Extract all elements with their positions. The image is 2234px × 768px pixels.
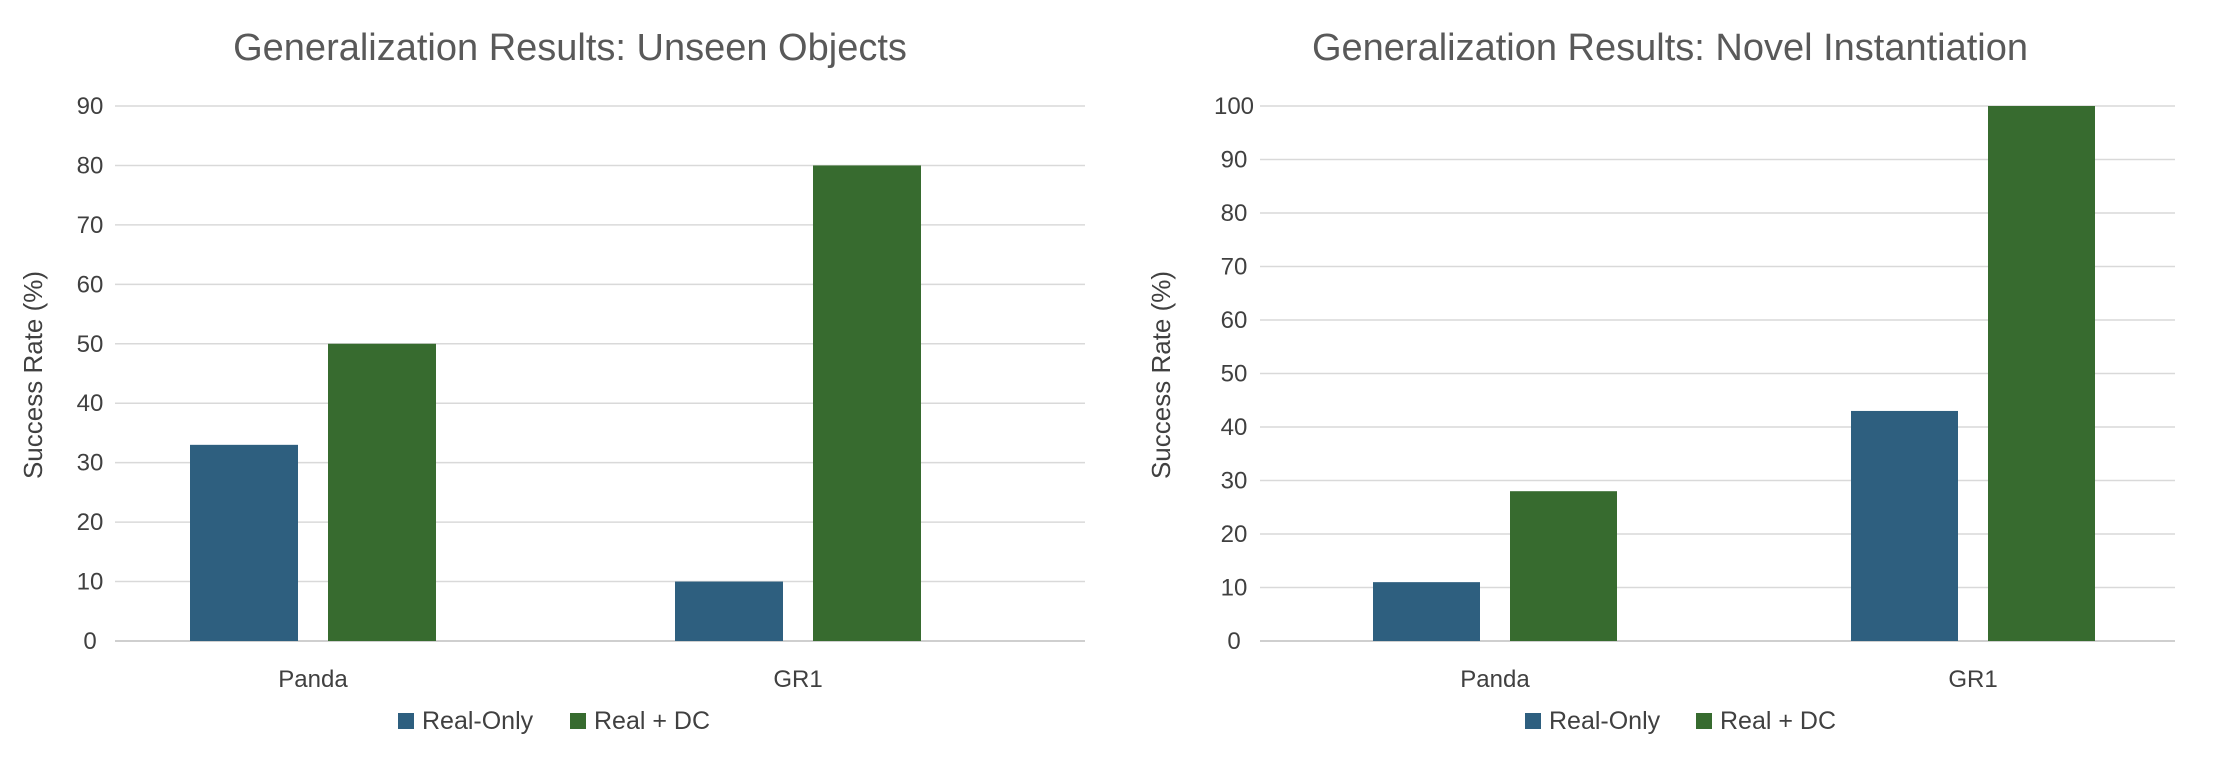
bar-real-only-gr1	[1851, 410, 1958, 641]
y-tick-label: 10	[77, 569, 104, 596]
x-category-label: GR1	[773, 666, 822, 693]
y-axis-label: Success Rate (%)	[18, 271, 48, 479]
chart-novel-instantiation: Generalization Results: Novel Instantiat…	[1146, 27, 2175, 735]
y-tick-label: 60	[1221, 307, 1248, 334]
legend-label: Real + DC	[594, 707, 710, 735]
y-tick-label: 20	[1221, 521, 1248, 548]
bar-real-only-gr1	[675, 581, 783, 641]
bar-real-dc-panda	[328, 343, 436, 641]
legend-swatch	[398, 713, 414, 729]
x-category-label: GR1	[1948, 666, 1997, 693]
y-tick-label: 80	[77, 152, 104, 179]
bar-real-only-panda	[190, 444, 298, 641]
bar-real-dc-gr1	[1988, 106, 2095, 641]
y-tick-label: 70	[77, 212, 104, 239]
y-tick-label: 20	[77, 509, 104, 536]
chart-title: Generalization Results: Novel Instantiat…	[1312, 27, 2028, 69]
plot-area: 0 10 20 30 40 50 60 70 80 90 100 Panda GR1 Real-Only R…	[1214, 93, 2175, 735]
y-tick-label: 0	[1227, 628, 1240, 655]
y-tick-label: 30	[77, 450, 104, 477]
y-tick-label: 40	[1221, 414, 1248, 441]
plot-area: 0 10 20 30 40 50 60 70 80 90 Panda GR1 Real-Only Real…	[77, 93, 1085, 735]
x-category-label: Panda	[1460, 666, 1530, 693]
y-tick-label: 90	[1221, 147, 1248, 174]
chart-unseen-objects: Generalization Results: Unseen Objects S…	[18, 27, 1085, 735]
y-tick-label: 30	[1221, 468, 1248, 495]
legend-label: Real-Only	[422, 707, 534, 735]
x-category-label: Panda	[278, 666, 348, 693]
chart-title: Generalization Results: Unseen Objects	[233, 27, 907, 69]
y-tick-label: 50	[77, 331, 104, 358]
y-axis-label: Success Rate (%)	[1146, 271, 1176, 479]
legend-swatch	[570, 713, 586, 729]
bar-real-dc-panda	[1510, 491, 1617, 641]
legend-swatch	[1696, 713, 1712, 729]
y-tick-label: 70	[1221, 254, 1248, 281]
y-tick-label: 40	[77, 390, 104, 417]
bar-real-dc-gr1	[813, 165, 921, 641]
bar-real-only-panda	[1373, 582, 1480, 641]
legend-label: Real-Only	[1549, 707, 1661, 735]
y-tick-label: 90	[77, 93, 104, 120]
legend-swatch	[1525, 713, 1541, 729]
y-tick-label: 100	[1214, 93, 1254, 120]
y-tick-label: 80	[1221, 200, 1248, 227]
y-tick-label: 0	[83, 628, 96, 655]
y-tick-label: 10	[1221, 575, 1248, 602]
y-tick-label: 50	[1221, 361, 1248, 388]
y-tick-label: 60	[77, 271, 104, 298]
legend-label: Real + DC	[1720, 707, 1836, 735]
